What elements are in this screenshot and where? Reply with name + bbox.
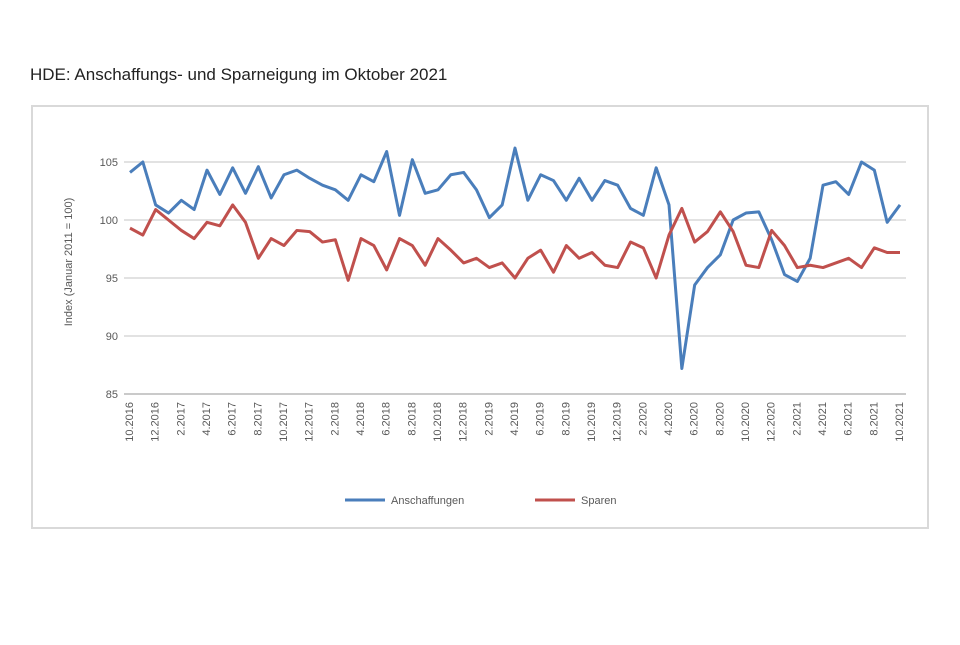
x-tick-label: 8.2021	[868, 402, 880, 436]
x-tick-label: 10.2017	[278, 402, 290, 442]
x-tick-label: 8.2017	[252, 402, 264, 436]
chart-frame	[31, 105, 929, 529]
x-tick-label: 2.2018	[329, 402, 341, 436]
x-tick-label: 6.2021	[843, 402, 855, 436]
x-tick-label: 12.2018	[458, 402, 470, 442]
x-tick-label: 4.2017	[201, 402, 213, 436]
x-tick-label: 2.2019	[483, 402, 495, 436]
x-tick-label: 10.2018	[432, 402, 444, 442]
x-tick-label: 6.2020	[689, 402, 701, 436]
y-tick-label: 100	[100, 215, 118, 227]
x-tick-label: 10.2021	[894, 402, 906, 442]
x-tick-label: 10.2016	[124, 402, 136, 442]
y-tick-label: 105	[100, 157, 118, 169]
x-tick-label: 8.2020	[714, 402, 726, 436]
x-tick-label: 2.2017	[175, 402, 187, 436]
x-tick-label: 6.2017	[227, 402, 239, 436]
x-tick-label: 12.2017	[304, 402, 316, 442]
series-line	[129, 203, 900, 282]
legend-label: Anschaffungen	[391, 495, 464, 507]
x-tick-label: 2.2021	[791, 402, 803, 436]
x-tick-label: 2.2020	[637, 402, 649, 436]
y-tick-label: 95	[106, 273, 118, 285]
chart-title: HDE: Anschaffungs- und Sparneigung im Ok…	[30, 65, 447, 84]
x-tick-label: 4.2018	[355, 402, 367, 436]
y-axis-label: Index (Januar 2011 = 100)	[63, 198, 75, 327]
series-line	[129, 146, 902, 370]
x-tick-label: 12.2016	[150, 402, 162, 442]
x-tick-label: 8.2018	[406, 402, 418, 436]
x-tick-label: 6.2019	[535, 402, 547, 436]
x-tick-label: 4.2020	[663, 402, 675, 436]
x-tick-label: 12.2020	[766, 402, 778, 442]
x-tick-label: 12.2019	[612, 402, 624, 442]
y-tick-label: 90	[106, 331, 118, 343]
x-tick-label: 4.2021	[817, 402, 829, 436]
x-tick-label: 6.2018	[381, 402, 393, 436]
x-tick-label: 10.2019	[586, 402, 598, 442]
x-tick-label: 10.2020	[740, 402, 752, 442]
x-tick-label: 8.2019	[560, 402, 572, 436]
legend-label: Sparen	[581, 495, 616, 507]
x-tick-label: 4.2019	[509, 402, 521, 436]
y-tick-label: 85	[106, 389, 118, 401]
